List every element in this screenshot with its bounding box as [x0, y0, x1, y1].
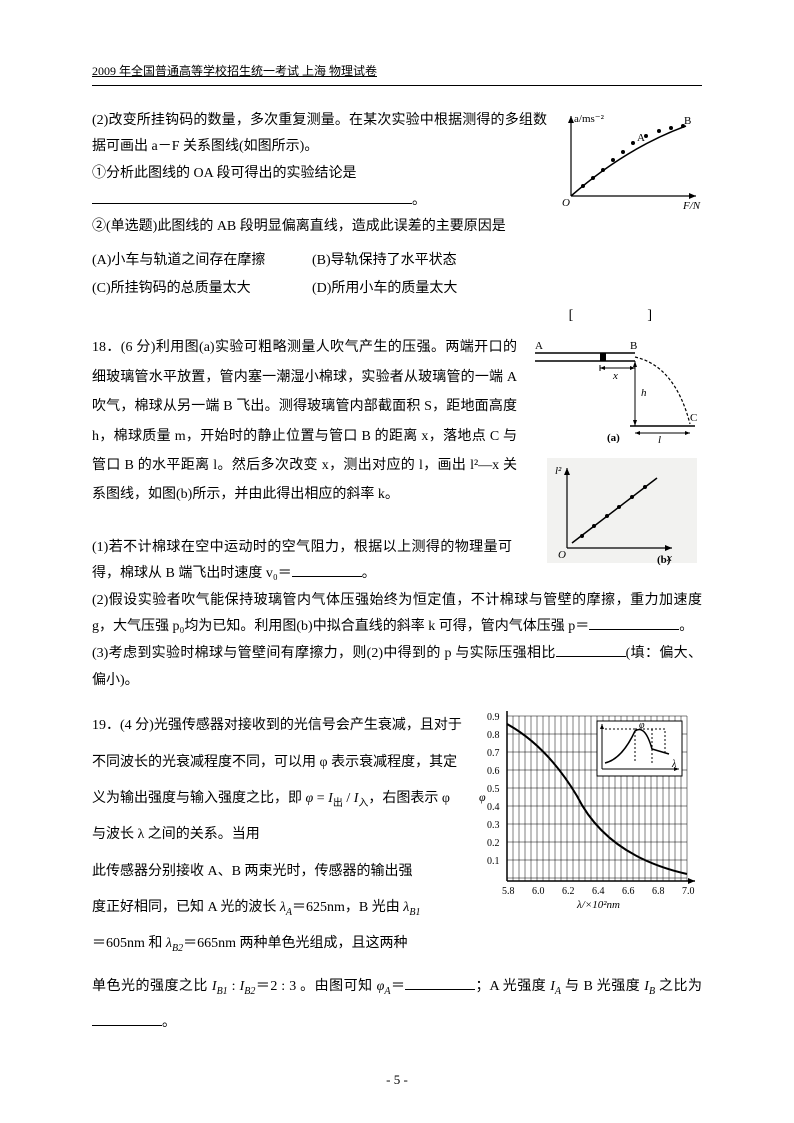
svg-text:φ: φ: [639, 720, 645, 731]
q18-p2: (2)假设实验者吹气能保持玻璃管内气体压强始终为恒定值，不计棉球与管壁的摩擦，重…: [92, 588, 702, 641]
q18-blank1: [292, 563, 362, 577]
q18-blank2: [589, 616, 679, 630]
q17-O: O: [562, 197, 570, 209]
q18-p3a: (3)考虑到实验时棉球与管壁间有摩擦力，则(2)中得到的 p 与实际压强相比: [92, 646, 556, 661]
svg-text:0.1: 0.1: [487, 856, 500, 867]
q17-blank-end: 。: [412, 193, 426, 208]
q17-xlabel: F/N: [682, 200, 701, 212]
q19-formula: φ = I出 / I入: [306, 791, 369, 806]
svg-text:φ: φ: [479, 790, 486, 804]
q17-A: A: [637, 132, 645, 144]
q18a-A: A: [535, 340, 543, 352]
svg-text:0.2: 0.2: [487, 838, 500, 849]
q18-p3: (3)考虑到实验时棉球与管壁间有摩擦力，则(2)中得到的 p 与实际压强相比(填…: [92, 641, 702, 694]
svg-text:0.3: 0.3: [487, 820, 500, 831]
q18a-x: x: [612, 370, 618, 382]
q17-optC: (C)所挂钩码的总质量太大: [92, 275, 312, 303]
q18a-h: h: [641, 387, 647, 399]
q18a-tag: (a): [607, 432, 620, 443]
q19-blank2: [92, 1012, 162, 1026]
svg-text:0.6: 0.6: [487, 766, 500, 777]
svg-text:0.8: 0.8: [487, 730, 500, 741]
q19-mid3: ＝605nm 和 λB2＝665nm 两种单色光组成，且这两种: [92, 926, 467, 962]
q17-answer-bracket: [ ]: [92, 303, 702, 330]
q18a-B: B: [630, 340, 637, 352]
q17-p2-intro: (2)改变所挂钩码的数量，多次重复测量。在某次实验中根据测得的多组数据可画出 a…: [92, 108, 547, 161]
svg-text:0.9: 0.9: [487, 712, 500, 723]
svg-text:0.4: 0.4: [487, 802, 500, 813]
q18b-ylabel: l²: [555, 465, 562, 477]
page-header: 2009 年全国普通高等学校招生统一考试 上海 物理试卷: [92, 60, 702, 86]
q18b-tag: (b): [657, 554, 671, 566]
q19-blank1: [405, 976, 475, 990]
svg-text:6.4: 6.4: [592, 886, 605, 897]
q17-optD: (D)所用小车的质量太大: [312, 275, 457, 303]
q17-block: (2)改变所挂钩码的数量，多次重复测量。在某次实验中根据测得的多组数据可画出 a…: [92, 108, 702, 241]
q19-end: 单色光的强度之比 IB1 : IB2＝2 : 3 。由图可知 φA＝；A 光强度…: [92, 969, 702, 1042]
q18b-O: O: [558, 549, 566, 561]
q18a-l: l: [658, 434, 661, 443]
svg-text:0.5: 0.5: [487, 784, 500, 795]
q19-figure: 0.1 0.2 0.3 0.4 0.5 0.6 0.7 0.8 0.9 5.8 6.0 6…: [477, 708, 702, 913]
q19-block: 19．(4 分)光强传感器对接收到的光信号会产生衰减，且对于不同波长的光衰减程度…: [92, 708, 702, 963]
q17-c2: ②(单选题)此图线的 AB 段明显偏离直线，造成此误差的主要原因是: [92, 214, 547, 241]
svg-text:6.0: 6.0: [532, 886, 545, 897]
q17-ylabel: a/ms⁻²: [574, 113, 605, 125]
svg-text:6.2: 6.2: [562, 886, 575, 897]
svg-text:5.8: 5.8: [502, 886, 515, 897]
q18-figure-b: l² x O (b): [547, 458, 702, 568]
svg-text:6.6: 6.6: [622, 886, 635, 897]
svg-text:λ: λ: [671, 759, 677, 770]
page-footer: - 5 -: [0, 1068, 794, 1093]
q18a-C: C: [690, 412, 697, 424]
q19-mid1: 此传感器分别接收 A、B 两束光时，传感器的输出强: [92, 854, 467, 890]
svg-text:0.7: 0.7: [487, 748, 500, 759]
svg-text:λ/×10²nm: λ/×10²nm: [576, 899, 620, 911]
q17-blank1: [92, 190, 412, 204]
svg-text:6.8: 6.8: [652, 886, 665, 897]
q17-options: (A)小车与轨道之间存在摩擦(B)导轨保持了水平状态 (C)所挂钩码的总质量太大…: [92, 247, 702, 303]
q17-figure: a/ms⁻² F/N O A B: [557, 108, 702, 213]
q17-c1: ①分析此图线的 OA 段可得出的实验结论是: [92, 161, 547, 188]
q18-intro: 18．(6 分)利用图(a)实验可粗略测量人吹气产生的压强。两端开口的细玻璃管水…: [92, 333, 517, 509]
q18-blank3: [556, 643, 626, 657]
svg-text:7.0: 7.0: [682, 886, 695, 897]
q18-p1-end: 。: [362, 566, 376, 581]
q19-mid2: 度正好相同，已知 A 光的波长 λA＝625nm，B 光由 λB1: [92, 890, 467, 926]
q18-figure-a: A B x h l: [527, 333, 702, 443]
q18-p2-end: 。: [679, 619, 693, 634]
q17-optB: (B)导轨保持了水平状态: [312, 247, 457, 275]
q17-optA: (A)小车与轨道之间存在摩擦: [92, 247, 312, 275]
q17-B: B: [684, 115, 691, 127]
q19-end4: 。: [162, 1015, 176, 1030]
